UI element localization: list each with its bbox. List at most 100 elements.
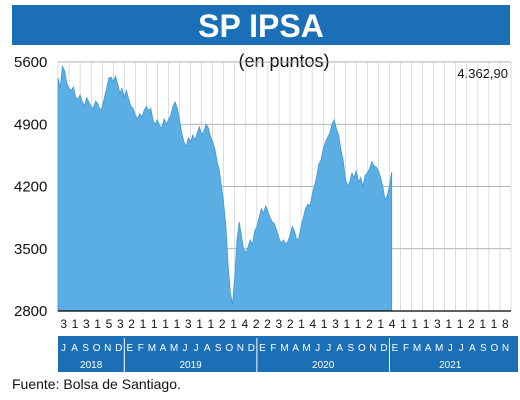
day-tick-label: 4 — [309, 317, 316, 331]
month-tick-label: S — [82, 343, 89, 354]
day-tick-label: 8 — [502, 317, 509, 331]
month-tick-label: E — [392, 343, 399, 354]
chart-title: SP IPSA — [198, 8, 324, 44]
month-tick-label: O — [358, 343, 366, 354]
y-tick-label: 4900 — [14, 116, 47, 133]
day-tick-label: 1 — [400, 317, 407, 331]
month-tick-label: D — [380, 343, 387, 354]
month-tick-label: J — [183, 343, 188, 354]
month-tick-label: E — [259, 343, 266, 354]
day-tick-label: 1 — [479, 317, 486, 331]
month-tick-label: D — [115, 343, 122, 354]
series-area — [57, 64, 393, 312]
month-tick-label: O — [225, 343, 233, 354]
day-tick-label: 1 — [457, 317, 464, 331]
month-tick-label: J — [315, 343, 320, 354]
month-tick-label: A — [71, 343, 78, 354]
y-axis-tick-labels: 5600 4900 4200 3500 2800 — [14, 54, 47, 320]
day-tick-label: 3 — [332, 317, 339, 331]
day-tick-label: 1 — [355, 317, 362, 331]
month-tick-label: N — [237, 343, 244, 354]
day-tick-label: 1 — [94, 317, 101, 331]
day-tick-label: 1 — [196, 317, 203, 331]
month-tick-label: A — [469, 343, 476, 354]
month-tick-label: M — [302, 343, 310, 354]
day-tick-label: 3 — [275, 317, 282, 331]
day-tick-label: 5 — [106, 317, 113, 331]
month-tick-label: A — [336, 343, 343, 354]
month-tick-label: A — [204, 343, 211, 354]
month-tick-label: A — [160, 343, 167, 354]
month-tick-label: J — [459, 343, 464, 354]
area-series — [57, 64, 393, 312]
month-band — [58, 336, 518, 372]
year-labels: 2018 2019 2020 2021 — [80, 338, 462, 372]
day-tick-label: 3 — [117, 317, 124, 331]
last-value-label: 4.362,90 — [457, 66, 508, 81]
month-tick-label: F — [403, 343, 409, 354]
month-tick-label: M — [170, 343, 178, 354]
day-tick-label: 3 — [83, 317, 90, 331]
day-tick-label: 3 — [434, 317, 441, 331]
day-tick-label: 2 — [219, 317, 226, 331]
day-tick-label: 1 — [411, 317, 418, 331]
month-tick-label: N — [369, 343, 376, 354]
day-tick-label: 1 — [491, 317, 498, 331]
month-tick-label: F — [270, 343, 276, 354]
month-tick-label: N — [104, 343, 111, 354]
month-tick-label: A — [425, 343, 432, 354]
day-tick-label: 1 — [343, 317, 350, 331]
day-tick-label: 2 — [468, 317, 475, 331]
month-tick-label: O — [491, 343, 499, 354]
month-tick-label: S — [347, 343, 354, 354]
year-label: 2018 — [80, 360, 103, 371]
source-note: Fuente: Bolsa de Santiago. — [12, 376, 181, 392]
month-tick-label: J — [194, 343, 199, 354]
month-tick-label: D — [248, 343, 255, 354]
y-tick-label: 2800 — [14, 303, 47, 320]
day-tick-label: 4 — [242, 317, 249, 331]
day-tick-label: 1 — [298, 317, 305, 331]
chart-subtitle: (en puntos) — [238, 51, 329, 71]
month-tick-label: S — [215, 343, 222, 354]
day-tick-label: 1 — [230, 317, 237, 331]
month-tick-label: M — [413, 343, 421, 354]
y-tick-label: 3500 — [14, 241, 47, 258]
day-tick-label: 2 — [287, 317, 294, 331]
day-tick-label: 2 — [128, 317, 135, 331]
day-tick-label: 2 — [253, 317, 260, 331]
month-tick-label: J — [448, 343, 453, 354]
day-tick-label: 4 — [389, 317, 396, 331]
month-tick-label: E — [126, 343, 133, 354]
month-tick-label: J — [61, 343, 66, 354]
day-tick-label: 2 — [366, 317, 373, 331]
year-label: 2019 — [179, 360, 202, 371]
y-tick-label: 5600 — [14, 54, 47, 71]
month-tick-label: F — [138, 343, 144, 354]
day-tick-label: 1 — [423, 317, 430, 331]
day-tick-label: 1 — [321, 317, 328, 331]
day-tick-label: 1 — [151, 317, 158, 331]
day-tick-label: 1 — [162, 317, 169, 331]
day-tick-label: 3 — [60, 317, 67, 331]
month-tick-label: M — [280, 343, 288, 354]
y-tick-label: 4200 — [14, 179, 47, 196]
day-tick-label: 2 — [264, 317, 271, 331]
month-tick-label: M — [148, 343, 156, 354]
year-label: 2021 — [439, 360, 462, 371]
month-tick-label: S — [480, 343, 487, 354]
day-tick-label: 3 — [185, 317, 192, 331]
year-label: 2020 — [312, 360, 335, 371]
month-tick-label: N — [502, 343, 509, 354]
month-tick-label: J — [326, 343, 331, 354]
title-banner — [12, 5, 510, 45]
day-tick-label: 1 — [174, 317, 181, 331]
month-tick-label: A — [292, 343, 299, 354]
day-tick-label: 1 — [445, 317, 452, 331]
day-tick-label: 1 — [377, 317, 384, 331]
month-tick-label: M — [435, 343, 443, 354]
day-tick-label: 1 — [208, 317, 215, 331]
